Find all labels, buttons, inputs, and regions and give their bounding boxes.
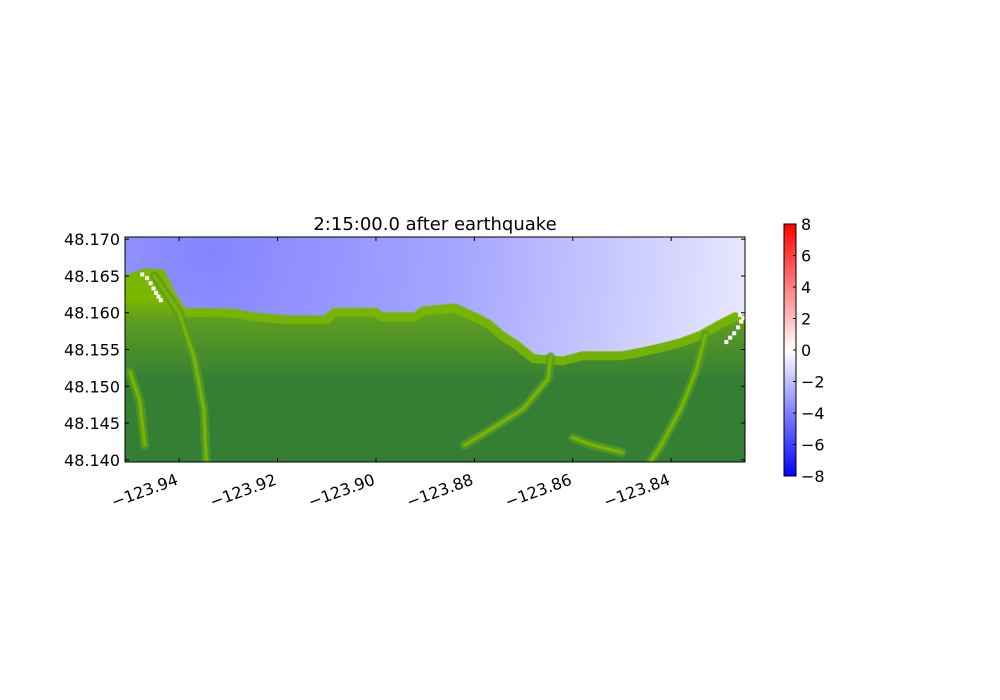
- colorbar-tick-label: 4: [801, 278, 811, 297]
- colorbar-ticks: 8 6 4 2 0 −2 −4 −6 −8: [793, 215, 825, 486]
- colorbar-tick-label: −8: [801, 467, 825, 486]
- colorbar-tick-label: −2: [801, 373, 825, 392]
- colorbar-tick-label: 8: [801, 215, 811, 234]
- y-tick-label: 48.165: [64, 267, 120, 286]
- dry-cell: [140, 272, 145, 277]
- dry-cell: [148, 281, 153, 286]
- dry-cell: [151, 286, 156, 291]
- dry-cells: [140, 272, 745, 345]
- dry-cell: [154, 290, 158, 295]
- x-tick-label: −123.90: [306, 470, 378, 512]
- dry-cell: [732, 331, 737, 336]
- dry-cell: [736, 325, 741, 330]
- x-tick-label: −123.88: [404, 470, 476, 512]
- y-tick-label: 48.155: [64, 341, 120, 360]
- dry-cell: [156, 294, 161, 299]
- x-tick-label: −123.86: [502, 470, 574, 512]
- dry-cell: [724, 340, 729, 345]
- colorbar: 8 6 4 2 0 −2 −4 −6 −8: [783, 215, 825, 486]
- colorbar-tick-label: 0: [801, 341, 811, 360]
- dry-cell: [158, 298, 163, 303]
- y-tick-label: 48.170: [64, 230, 120, 249]
- x-tick-label: −123.84: [601, 470, 673, 512]
- dry-cell: [741, 315, 745, 320]
- y-tick-label: 48.145: [64, 414, 120, 433]
- colorbar-tick-label: 6: [801, 247, 811, 266]
- dry-cell: [145, 276, 150, 281]
- shoreline-band: [125, 268, 745, 366]
- land-edge-band: [125, 268, 745, 366]
- plot-area: [125, 237, 745, 462]
- stream-channel: [571, 435, 624, 455]
- colorbar-tick-label: −4: [801, 404, 825, 423]
- x-tick-label: −123.94: [109, 470, 181, 512]
- stream-channel: [152, 274, 208, 462]
- y-axis: 48.170 48.165 48.160 48.155 48.150 48.145 48.1…: [64, 230, 745, 470]
- stream-channels: [125, 271, 711, 462]
- stream-channel: [462, 355, 553, 447]
- colorbar-tick-label: −6: [801, 436, 825, 455]
- dry-cell: [738, 312, 743, 317]
- stream-channel: [128, 369, 147, 447]
- chart-title: 2:15:00.0 after earthquake: [313, 214, 556, 235]
- x-tick-label: −123.92: [207, 470, 279, 512]
- y-tick-label: 48.160: [64, 304, 120, 323]
- y-tick-label: 48.150: [64, 377, 120, 396]
- colorbar-tick-label: 2: [801, 310, 811, 329]
- dry-cell: [739, 319, 744, 324]
- y-tick-label: 48.140: [64, 451, 120, 470]
- dry-cell: [728, 335, 733, 340]
- stream-channel: [649, 333, 708, 462]
